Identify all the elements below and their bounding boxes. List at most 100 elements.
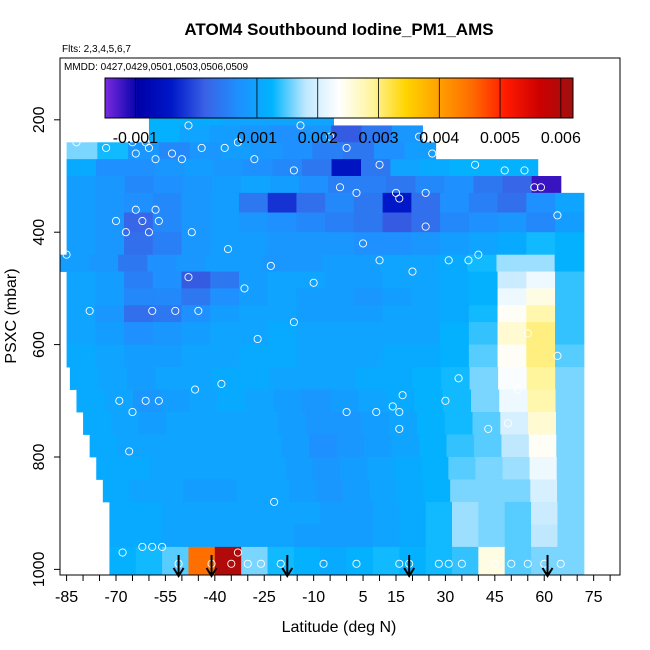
heatmap-cell <box>124 271 154 289</box>
heatmap-cell <box>213 159 244 177</box>
heatmap-cell <box>95 212 125 233</box>
data-point <box>276 559 285 568</box>
data-point <box>375 160 384 169</box>
heatmap-cell <box>411 322 441 345</box>
heatmap-cell <box>179 125 211 143</box>
heatmap-cell <box>525 254 556 272</box>
heatmap-cell <box>162 501 190 525</box>
data-point <box>72 138 81 147</box>
data-point <box>85 306 94 315</box>
heatmap-cell <box>526 288 556 306</box>
heatmap-cell <box>240 176 271 194</box>
heatmap-cell <box>353 192 384 213</box>
heatmap-cell <box>496 254 527 272</box>
heatmap-cell <box>526 271 556 289</box>
heatmap-cell <box>238 305 269 323</box>
heatmap-cell <box>555 412 585 435</box>
heatmap-cell <box>364 434 393 458</box>
heatmap-cell <box>299 176 329 194</box>
heatmap-cell <box>372 501 400 525</box>
heatmap-cell <box>415 176 446 194</box>
heatmap-cell <box>66 176 97 194</box>
heatmap-cell <box>117 434 146 458</box>
data-point <box>415 132 424 141</box>
heatmap-cell <box>526 232 556 256</box>
heatmap-cell <box>124 322 154 345</box>
heatmap-cell <box>382 305 412 323</box>
data-point <box>227 559 236 568</box>
heatmap-cell <box>557 501 585 525</box>
data-point <box>408 267 417 276</box>
data-point <box>342 407 351 417</box>
heatmap-cell <box>497 344 527 368</box>
heatmap-cell <box>526 322 556 345</box>
heatmap-cell <box>326 367 356 390</box>
heatmap-cell <box>66 305 96 323</box>
heatmap-cell <box>95 271 125 289</box>
data-point <box>398 391 407 400</box>
heatmap-cell <box>411 192 441 213</box>
heatmap-cell <box>162 524 190 548</box>
flight-arrows-layer <box>172 555 554 578</box>
heatmap-cell <box>241 367 271 390</box>
heatmap-cell <box>69 367 100 390</box>
heatmap-cell <box>386 176 416 194</box>
heatmap-cell <box>66 344 96 368</box>
data-point <box>184 273 193 282</box>
heatmap-cell <box>95 344 125 368</box>
colorbar-tick-label: 0.002 <box>298 130 338 147</box>
heatmap-cell <box>555 305 585 323</box>
data-point <box>223 245 233 254</box>
data-point <box>240 284 249 293</box>
heatmap-cell <box>331 159 362 177</box>
heatmap-cell <box>241 524 269 548</box>
heatmap-cell <box>478 524 506 548</box>
heatmap-cell <box>325 232 355 256</box>
heatmap-cell <box>389 412 418 435</box>
data-point <box>138 216 147 226</box>
data-point <box>444 559 453 568</box>
heatmap-cell <box>473 434 503 458</box>
heatmap-cell <box>152 322 183 345</box>
data-point <box>484 424 493 433</box>
heatmap-cell <box>209 479 238 503</box>
chart-subtitle: Flts: 2,3,4,5,6,7 <box>62 44 131 55</box>
heatmap-cell <box>293 524 321 548</box>
heatmap-cell <box>419 159 450 177</box>
heatmap-cell <box>325 305 355 323</box>
heatmap-cell <box>124 305 154 323</box>
heatmap-cell <box>355 367 385 390</box>
flight-arrow-head <box>205 567 218 578</box>
heatmap-cell <box>382 271 412 289</box>
data-point <box>197 143 206 152</box>
heatmap-cell <box>66 271 96 289</box>
x-axis-label: Latitude (deg N) <box>282 619 397 636</box>
heatmap-cell <box>238 344 269 368</box>
heatmap-cell <box>214 546 242 575</box>
x-tick-label: 60 <box>535 589 553 606</box>
heatmap-cell <box>298 367 328 390</box>
heatmap-cell <box>497 322 527 345</box>
heatmap-cell <box>438 254 468 272</box>
heatmap-cell <box>441 367 471 390</box>
heatmap-cell <box>367 456 395 480</box>
heatmap-cell <box>181 271 211 289</box>
heatmap-cell <box>89 254 119 272</box>
data-point <box>375 256 384 265</box>
heatmap-cell <box>172 434 201 458</box>
heatmap-cell <box>502 176 533 194</box>
heatmap-cell <box>240 125 272 143</box>
heatmap-cell <box>478 546 506 575</box>
heatmap-cell <box>210 212 240 233</box>
heatmap-cell <box>66 192 96 213</box>
heatmap-cell <box>277 412 307 435</box>
heatmap-cell <box>66 232 96 256</box>
heatmap-cell <box>497 288 527 306</box>
heatmap-cell <box>102 479 131 503</box>
data-point <box>250 155 259 164</box>
heatmap-cell <box>267 305 298 323</box>
heatmap-cell <box>555 271 585 289</box>
heatmap-cell <box>555 367 585 390</box>
heatmap-cell <box>285 456 314 480</box>
heatmap-cell <box>468 344 499 368</box>
